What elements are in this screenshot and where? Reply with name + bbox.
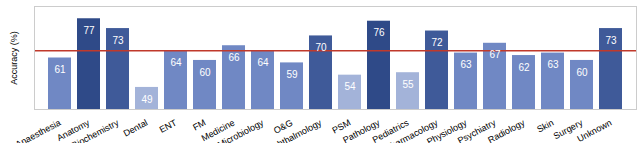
svg-text:Ophthalmology: Ophthalmology bbox=[265, 117, 324, 143]
svg-text:PSM: PSM bbox=[330, 117, 353, 136]
svg-text:77: 77 bbox=[83, 25, 95, 36]
svg-text:Skin: Skin bbox=[535, 117, 556, 135]
svg-text:64: 64 bbox=[257, 57, 269, 68]
svg-text:66: 66 bbox=[228, 52, 240, 63]
svg-text:Dental: Dental bbox=[122, 118, 150, 139]
svg-text:72: 72 bbox=[431, 37, 443, 48]
svg-text:60: 60 bbox=[199, 67, 211, 78]
svg-text:FM: FM bbox=[191, 118, 207, 133]
svg-text:Biochemistry: Biochemistry bbox=[70, 117, 121, 143]
svg-text:ENT: ENT bbox=[158, 117, 179, 135]
svg-text:73: 73 bbox=[112, 35, 124, 46]
svg-text:70: 70 bbox=[315, 42, 327, 53]
svg-text:Surgery: Surgery bbox=[551, 117, 585, 142]
svg-text:73: 73 bbox=[605, 35, 617, 46]
svg-text:49: 49 bbox=[141, 94, 153, 105]
svg-text:Anaesthesia: Anaesthesia bbox=[14, 118, 62, 143]
svg-text:59: 59 bbox=[286, 69, 298, 80]
svg-text:Radiology: Radiology bbox=[486, 117, 526, 143]
svg-text:63: 63 bbox=[547, 59, 559, 70]
svg-text:60: 60 bbox=[576, 67, 588, 78]
svg-text:67: 67 bbox=[489, 49, 501, 60]
svg-text:O&G: O&G bbox=[271, 117, 295, 136]
svg-text:55: 55 bbox=[402, 79, 414, 90]
svg-text:63: 63 bbox=[460, 59, 472, 70]
svg-text:76: 76 bbox=[373, 27, 385, 38]
svg-text:Accuracy (%): Accuracy (%) bbox=[9, 31, 19, 85]
svg-text:Microbiology: Microbiology bbox=[216, 117, 266, 143]
svg-text:61: 61 bbox=[54, 64, 66, 75]
svg-text:Unknown: Unknown bbox=[575, 118, 613, 143]
svg-text:62: 62 bbox=[518, 62, 530, 73]
svg-text:54: 54 bbox=[344, 81, 356, 92]
svg-text:64: 64 bbox=[170, 57, 182, 68]
